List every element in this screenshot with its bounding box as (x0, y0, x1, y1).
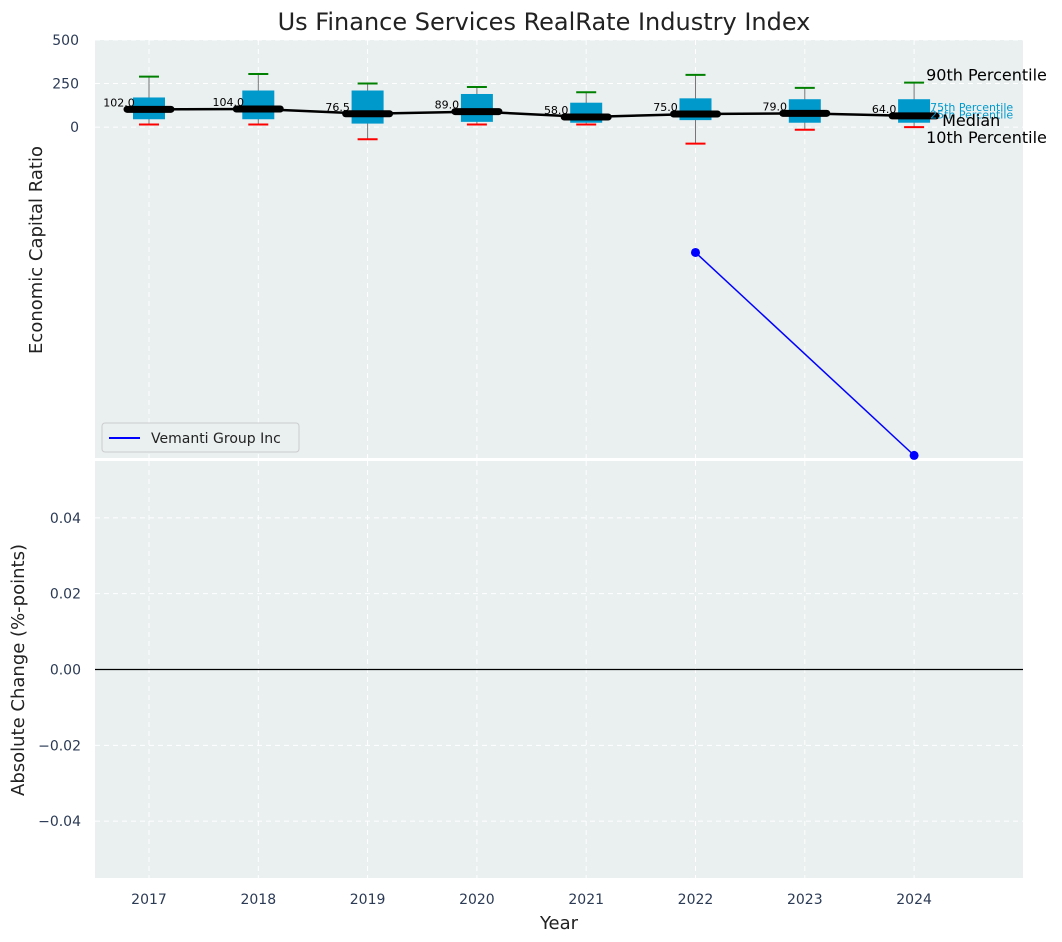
median-value-label: 75.0 (653, 101, 678, 114)
median-value-label: 76.5 (325, 101, 350, 114)
top-panel: 0 250 500 102.0 104.0 76.5 89.0 58.0 75.0 79.0 64… (26, 8, 1047, 460)
bottom-y-tick-label: −0.04 (38, 814, 81, 830)
top-y-ticks: 0 250 500 (52, 33, 79, 136)
median-trend: 102.0 104.0 76.5 89.0 58.0 75.0 79.0 64.0 (103, 96, 915, 119)
legend: Vemanti Group Inc (101, 422, 300, 453)
chart-title: Us Finance Services RealRate Industry In… (278, 8, 811, 36)
x-ticks: 2017 2018 2019 2020 2021 2022 2023 2024 (131, 892, 932, 908)
x-tick-label: 2019 (350, 892, 386, 908)
x-tick-label: 2020 (459, 892, 495, 908)
p90-label: 90th Percentile (926, 66, 1047, 85)
company-series (691, 247, 919, 460)
series-point (909, 450, 919, 460)
bottom-y-tick-label: 0.02 (50, 587, 81, 603)
x-tick-label: 2022 (678, 892, 714, 908)
series-point (691, 247, 700, 257)
series-line (694, 251, 915, 456)
bottom-y-tick-label: −0.02 (38, 738, 81, 754)
bottom-y-axis-label: Absolute Change (%-points) (8, 544, 29, 796)
top-y-tick-label: 250 (52, 77, 79, 93)
median-value-label: 64.0 (872, 103, 897, 116)
x-tick-label: 2018 (240, 892, 276, 908)
median-value-label: 79.0 (763, 100, 788, 113)
p75-label: 75th Percentile (930, 101, 1013, 114)
median-label: Median (942, 111, 1000, 130)
median-value-label: 58.0 (544, 104, 569, 117)
x-axis-label: Year (539, 913, 579, 934)
top-y-axis-label: Economic Capital Ratio (26, 146, 47, 354)
median-value-label: 89.0 (435, 99, 460, 112)
bottom-y-tick-label: 0.04 (50, 511, 81, 527)
iqr-box (460, 93, 493, 122)
bottom-y-ticks: −0.04 −0.02 0.00 0.02 0.04 (38, 511, 81, 830)
x-tick-label: 2023 (787, 892, 823, 908)
bottom-y-tick-label: 0.00 (50, 663, 81, 679)
x-tick-label: 2024 (896, 892, 932, 908)
iqr-box (242, 90, 275, 120)
bottom-panel: −0.04−0.020.000.020.04 2017 2018 2019 2020 2… (8, 461, 1023, 934)
x-tick-label: 2017 (131, 892, 167, 908)
legend-label: Vemanti Group Inc (151, 431, 281, 447)
p10-label: 10th Percentile (926, 128, 1047, 147)
x-tick-label: 2021 (568, 892, 604, 908)
median-line (148, 107, 915, 119)
median-value-label: 102.0 (103, 96, 135, 109)
top-y-tick-label: 500 (52, 33, 79, 49)
legend-box (101, 422, 300, 453)
median-value-label: 104.0 (213, 96, 245, 109)
p25-label: 25th Percentile (930, 109, 1013, 122)
top-gridlines (95, 39, 1023, 458)
iqr-box (351, 90, 384, 124)
top-y-tick-label: 0 (70, 120, 79, 136)
